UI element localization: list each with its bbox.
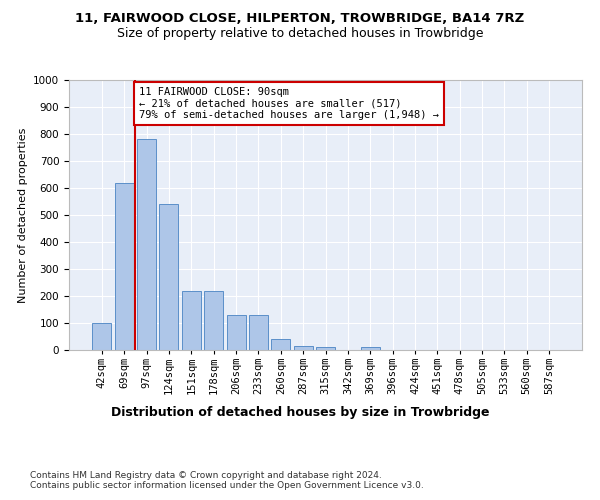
Bar — [115, 182, 134, 350]
Bar — [293, 346, 313, 350]
Bar — [137, 140, 156, 350]
Bar — [249, 315, 268, 350]
Bar — [316, 348, 335, 350]
Bar — [204, 290, 223, 350]
Text: 11 FAIRWOOD CLOSE: 90sqm
← 21% of detached houses are smaller (517)
79% of semi-: 11 FAIRWOOD CLOSE: 90sqm ← 21% of detach… — [139, 86, 439, 120]
Bar — [361, 348, 380, 350]
Bar — [92, 323, 112, 350]
Text: Size of property relative to detached houses in Trowbridge: Size of property relative to detached ho… — [117, 28, 483, 40]
Text: Contains HM Land Registry data © Crown copyright and database right 2024.
Contai: Contains HM Land Registry data © Crown c… — [30, 470, 424, 490]
Bar — [182, 290, 201, 350]
Text: 11, FAIRWOOD CLOSE, HILPERTON, TROWBRIDGE, BA14 7RZ: 11, FAIRWOOD CLOSE, HILPERTON, TROWBRIDG… — [76, 12, 524, 26]
Bar — [271, 339, 290, 350]
Bar — [160, 204, 178, 350]
Bar — [227, 315, 245, 350]
Text: Distribution of detached houses by size in Trowbridge: Distribution of detached houses by size … — [111, 406, 489, 419]
Y-axis label: Number of detached properties: Number of detached properties — [17, 128, 28, 302]
